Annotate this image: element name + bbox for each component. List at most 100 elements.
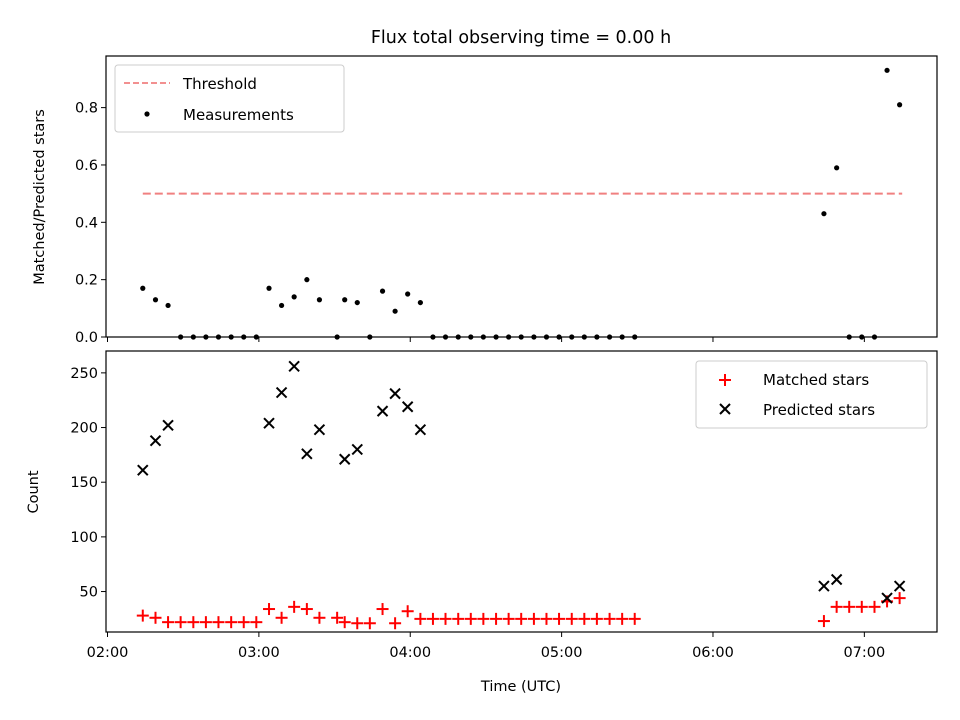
matched-stars-point	[212, 616, 225, 629]
predicted-stars-point	[414, 424, 427, 436]
matched-stars-point	[338, 616, 351, 629]
y-tick-label: 150	[70, 475, 98, 491]
measurement-point	[165, 302, 171, 309]
predicted-stars-point	[893, 580, 906, 592]
top-y-axis: 0.0 0.2 0.4 0.6 0.8	[75, 101, 106, 346]
bottom-legend-box	[695, 360, 928, 429]
y-tick-label: 0.2	[75, 273, 98, 289]
measurement-point	[897, 102, 903, 108]
matched-stars-point	[376, 603, 389, 616]
predicted-stars-point	[881, 592, 893, 604]
y-tick-label: 0.8	[75, 101, 98, 117]
matched-stars-point	[162, 616, 175, 629]
matched-stars-point	[616, 612, 629, 625]
matched-stars-point	[225, 616, 238, 629]
bottom-x-axis-label: Time (UTC)	[480, 679, 561, 695]
x-tick-label: 06:00	[692, 645, 734, 661]
top-y-axis-label: Matched/Predicted stars	[32, 109, 48, 285]
measurement-point	[291, 294, 297, 300]
bottom-chart-marks	[136, 360, 906, 630]
matched-stars-point	[263, 603, 276, 616]
matched-stars-point	[149, 611, 162, 624]
predicted-stars-point	[288, 360, 300, 373]
bottom-chart: 50 100 150 200 250 02:00 03:00 04:00 05:00 06:00…	[26, 350, 938, 695]
predicted-stars-point	[830, 573, 843, 586]
matched-stars-point	[275, 611, 288, 624]
y-tick-label: 0.6	[75, 158, 98, 174]
measurement-point	[140, 285, 146, 291]
top-x-axis	[107, 337, 865, 342]
predicted-stars-point	[338, 453, 351, 465]
matched-stars-point	[843, 600, 856, 613]
matched-stars-point	[414, 612, 427, 625]
matched-stars-point	[136, 609, 149, 622]
x-tick-label: 07:00	[843, 645, 885, 661]
y-tick-label: 100	[70, 530, 98, 546]
matched-stars-point	[490, 612, 503, 625]
matched-stars-point	[464, 612, 477, 625]
y-tick-label: 200	[70, 421, 98, 437]
measurement-point	[405, 291, 411, 297]
predicted-stars-point	[376, 405, 389, 417]
measurement-point	[278, 302, 285, 309]
matched-stars-point	[477, 612, 490, 625]
matched-stars-legend-swatch	[719, 374, 731, 386]
x-tick-label: 03:00	[238, 645, 280, 661]
matched-stars-point	[830, 600, 843, 613]
measurement-point	[379, 288, 386, 294]
predicted-stars-point	[301, 448, 313, 460]
predicted-stars-point	[818, 580, 830, 592]
y-tick-label: 0.4	[75, 215, 98, 231]
predicted-stars-legend-label: Predicted stars	[763, 401, 875, 419]
bottom-y-axis-label: Count	[26, 470, 42, 513]
top-chart-title: Flux total observing time = 0.00 h	[371, 28, 671, 48]
measurement-point	[392, 308, 398, 314]
measurement-point	[342, 297, 348, 303]
top-chart: Flux total observing time = 0.00 h 0.00.…	[32, 28, 938, 346]
threshold-legend-label: Threshold	[182, 75, 257, 93]
matched-stars-point	[237, 616, 250, 629]
matched-stars-point	[250, 616, 263, 629]
matched-stars-point	[578, 612, 591, 625]
measurement-point	[834, 165, 840, 171]
measurement-point	[821, 211, 827, 217]
y-tick-label: 250	[70, 366, 98, 382]
predicted-stars-point	[149, 434, 162, 447]
measurement-point	[316, 297, 323, 303]
x-tick-label: 02:00	[87, 645, 129, 661]
matched-stars-point	[893, 592, 906, 605]
matched-stars-point	[363, 617, 376, 630]
predicted-stars-legend-swatch	[719, 403, 731, 415]
measurement-point	[417, 299, 423, 306]
matched-stars-point	[502, 612, 515, 625]
matched-stars-point	[603, 612, 616, 625]
top-plot-frame	[105, 55, 938, 338]
top-legend-box	[114, 64, 345, 133]
matched-stars-point	[855, 600, 868, 613]
measurements-legend-label: Measurements	[183, 106, 294, 124]
matched-stars-point	[868, 600, 881, 613]
measurement-point	[354, 299, 360, 306]
measurement-point	[304, 277, 310, 283]
matched-stars-point	[540, 612, 553, 625]
matched-stars-point	[426, 612, 439, 625]
predicted-stars-point	[351, 443, 363, 456]
y-tick-label: 0.0	[75, 330, 98, 346]
y-tick-label: 50	[80, 585, 98, 601]
matched-stars-point	[590, 612, 603, 625]
x-tick-label: 05:00	[541, 645, 583, 661]
matched-stars-point	[553, 612, 566, 625]
bottom-plot-frame	[105, 350, 938, 633]
predicted-stars-point	[313, 424, 326, 436]
predicted-stars-point	[389, 387, 401, 400]
matched-stars-point	[452, 612, 465, 625]
matched-stars-legend-label: Matched stars	[763, 371, 869, 389]
matched-stars-point	[565, 612, 578, 625]
predicted-stars-point	[263, 417, 275, 429]
bottom-x-axis: 02:00 03:00 04:00 05:00 06:00 07:00	[87, 632, 885, 661]
matched-stars-point	[199, 616, 212, 629]
predicted-stars-point	[137, 464, 149, 476]
measurements-legend-swatch	[144, 111, 150, 117]
top-legend: Threshold Measurements	[114, 64, 345, 133]
